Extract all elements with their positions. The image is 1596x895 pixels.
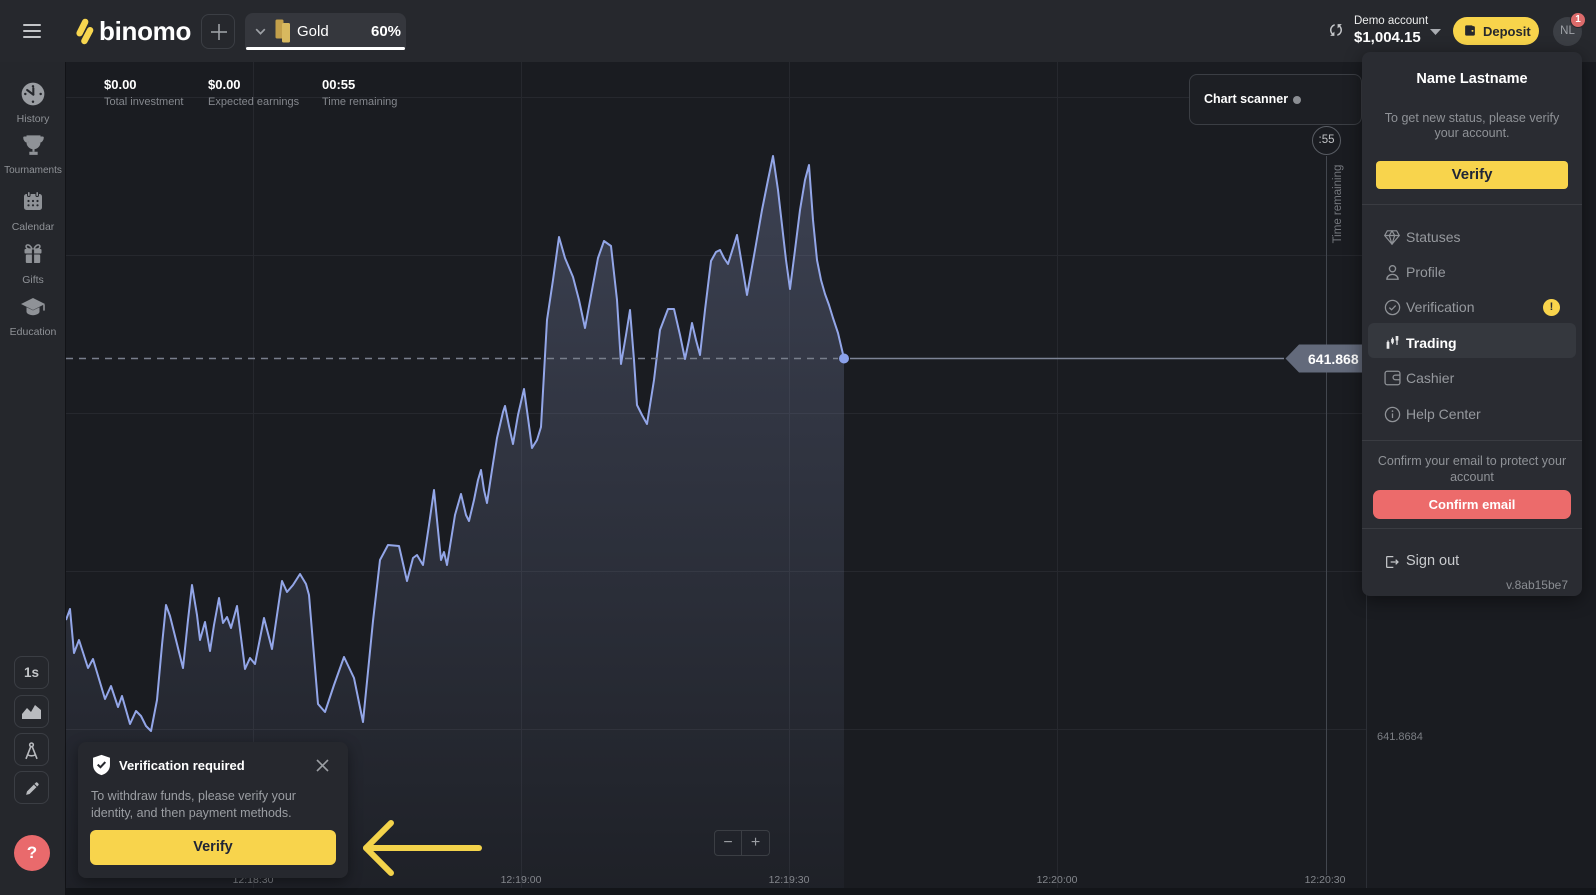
svg-text:641.868: 641.868 (1308, 351, 1359, 367)
